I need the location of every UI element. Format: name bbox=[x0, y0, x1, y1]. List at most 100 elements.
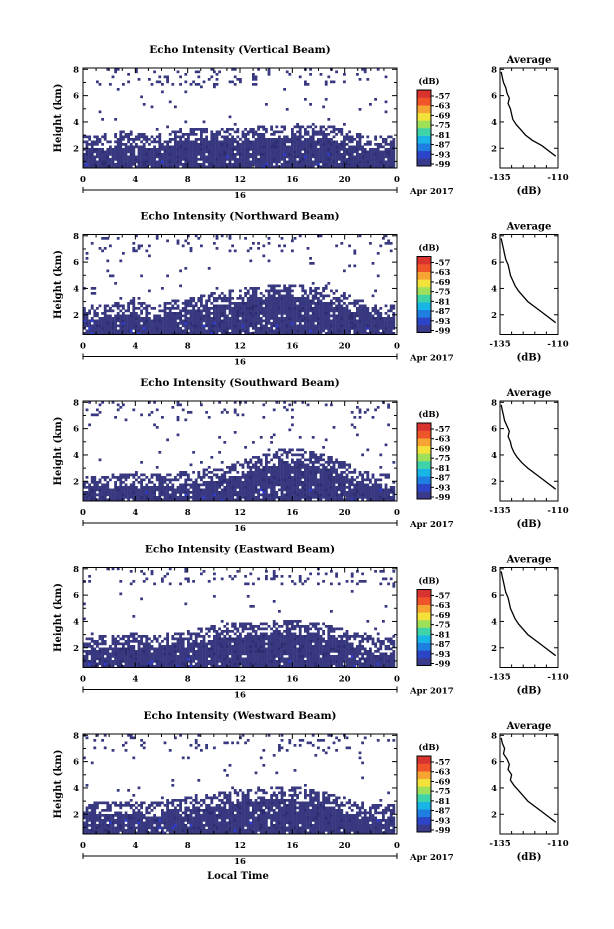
profile-x-tick-label: -110 bbox=[547, 173, 568, 183]
x-tick-label: 12 bbox=[234, 841, 246, 851]
day-label: 16 bbox=[234, 857, 246, 867]
panel-5: Echo Intensity (Westward Beam) 2 4 6 8 Height… bbox=[53, 710, 569, 882]
panel-title: Echo Intensity (Westward Beam) bbox=[143, 710, 336, 722]
colorbar-label: (dB) bbox=[418, 76, 439, 87]
colorbar-tick-label: -81 bbox=[435, 464, 450, 474]
x-tick-label: 12 bbox=[234, 175, 246, 185]
profile-title: Average bbox=[506, 55, 552, 66]
profile-line bbox=[500, 737, 557, 823]
x-tick-label: 0 bbox=[394, 841, 400, 851]
profile-y-tick-label: 8 bbox=[491, 565, 497, 575]
colorbar-segment bbox=[417, 816, 431, 825]
profile-x-label: (dB) bbox=[517, 852, 542, 863]
colorbar-tick-label: -99 bbox=[435, 493, 450, 503]
profile-y-tick-label: 2 bbox=[491, 477, 497, 487]
profile-frame bbox=[499, 400, 559, 502]
colorbar-segment bbox=[417, 657, 431, 666]
panel-title: Echo Intensity (Southward Beam) bbox=[140, 377, 339, 389]
colorbar-segment bbox=[417, 589, 431, 598]
colorbar-frame bbox=[416, 256, 432, 333]
x-tick-label: 8 bbox=[185, 675, 191, 685]
profile-y-tick-label: 4 bbox=[491, 784, 497, 794]
colorbar-tick-label: -99 bbox=[435, 660, 450, 670]
colorbar-segment bbox=[417, 453, 431, 462]
y-tick-label: 8 bbox=[73, 232, 79, 242]
colorbar-label: (dB) bbox=[418, 576, 439, 587]
y-tick-label: 6 bbox=[73, 425, 79, 435]
profile-y-tick-label: 4 bbox=[491, 451, 497, 461]
colorbar-tick-label: -69 bbox=[435, 777, 450, 787]
profile-y-tick-label: 8 bbox=[491, 398, 497, 408]
colorbar-segment bbox=[417, 128, 431, 136]
x-tick-label: 0 bbox=[394, 508, 400, 518]
x-tick-label: 16 bbox=[286, 175, 298, 185]
y-tick-label: 6 bbox=[73, 591, 79, 601]
colorbar-tick-label: -99 bbox=[435, 327, 450, 337]
colorbar-tick-label: -57 bbox=[435, 758, 450, 768]
colorbar-tick-label: -57 bbox=[435, 425, 450, 435]
x-tick-label: 12 bbox=[234, 342, 246, 352]
profile-x-label: (dB) bbox=[517, 686, 542, 697]
panel-title: Echo Intensity (Eastward Beam) bbox=[145, 544, 335, 556]
y-axis-label: Height (km) bbox=[53, 84, 64, 153]
y-tick-label: 2 bbox=[73, 477, 79, 487]
profile-y-tick-label: 6 bbox=[491, 758, 497, 768]
profile-y-tick-label: 2 bbox=[491, 810, 497, 820]
colorbar-frame bbox=[416, 89, 432, 167]
colorbar-segment bbox=[417, 612, 431, 621]
profile-frame bbox=[499, 67, 559, 169]
profile-y-tick-label: 8 bbox=[491, 731, 497, 741]
profile-x-tick-label: -110 bbox=[547, 673, 568, 683]
profile-line bbox=[500, 571, 557, 657]
panel-1: Echo Intensity (Vertical Beam) 2 4 6 8 Height… bbox=[53, 44, 569, 201]
colorbar-label: (dB) bbox=[418, 742, 439, 753]
colorbar-tick-label: -63 bbox=[435, 768, 450, 778]
y-tick-label: 4 bbox=[73, 617, 79, 627]
panel-4: Echo Intensity (Eastward Beam) 2 4 6 8 Height… bbox=[53, 544, 569, 701]
colorbar-segment bbox=[417, 90, 431, 98]
heatmap bbox=[83, 234, 396, 335]
profile-title: Average bbox=[506, 222, 552, 233]
colorbar-tick-label: -81 bbox=[435, 630, 450, 640]
colorbar-frame bbox=[416, 755, 432, 833]
x-tick-label: 12 bbox=[234, 508, 246, 518]
colorbar-segment bbox=[417, 294, 431, 303]
colorbar-tick-label: -75 bbox=[435, 288, 450, 298]
y-tick-label: 8 bbox=[73, 398, 79, 408]
profile-x-label: (dB) bbox=[517, 519, 542, 530]
x-tick-label: 20 bbox=[339, 342, 351, 352]
colorbar-frame bbox=[416, 589, 432, 666]
profile-frame bbox=[499, 567, 559, 668]
profile-y-tick-label: 6 bbox=[491, 258, 497, 268]
colorbar-tick-label: -75 bbox=[435, 621, 450, 631]
x-tick-label: 4 bbox=[132, 841, 138, 851]
colorbar-segment bbox=[417, 438, 431, 447]
x-tick-label: 0 bbox=[394, 175, 400, 185]
colorbar-tick-label: -87 bbox=[435, 807, 450, 817]
colorbar-tick-label: -69 bbox=[435, 444, 450, 454]
colorbar-segment bbox=[417, 763, 431, 772]
profile-y-tick-label: 6 bbox=[491, 591, 497, 601]
profile-line bbox=[500, 404, 557, 490]
x-tick-label: 0 bbox=[80, 342, 86, 352]
y-tick-label: 4 bbox=[73, 118, 79, 128]
x-tick-label: 4 bbox=[132, 508, 138, 518]
profile-x-tick-label: -110 bbox=[547, 340, 568, 350]
x-tick-label: 8 bbox=[185, 175, 191, 185]
y-tick-label: 6 bbox=[73, 92, 79, 102]
month-year-label: Apr 2017 bbox=[409, 687, 454, 697]
profile-frame bbox=[499, 733, 559, 835]
y-tick-label: 2 bbox=[73, 644, 79, 654]
colorbar-segment bbox=[417, 627, 431, 636]
month-year-label: Apr 2017 bbox=[409, 853, 454, 863]
x-tick-label: 4 bbox=[132, 342, 138, 352]
colorbar-tick-label: -75 bbox=[435, 787, 450, 797]
colorbar-segment bbox=[417, 143, 431, 152]
y-tick-label: 2 bbox=[73, 144, 79, 154]
y-axis-label: Height (km) bbox=[53, 750, 64, 819]
profile-y-tick-label: 6 bbox=[491, 425, 497, 435]
day-label: 16 bbox=[234, 358, 246, 368]
colorbar-segment bbox=[417, 824, 431, 833]
colorbar-segment bbox=[417, 771, 431, 780]
